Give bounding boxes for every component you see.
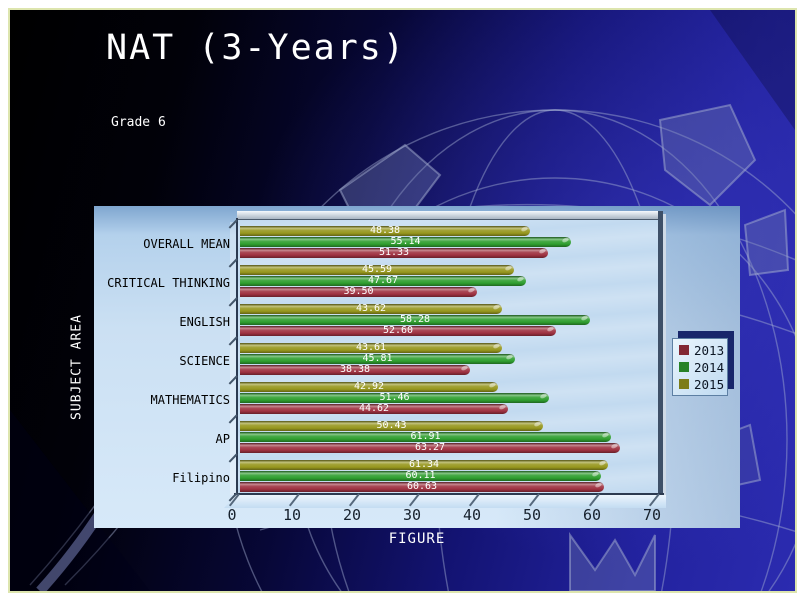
bar-2015-ap [240, 420, 543, 431]
bar-2013-english [240, 325, 556, 336]
bar-value-label: 61.91 [410, 431, 441, 442]
bar-2013-filipino [240, 481, 604, 492]
bar-value-label: 47.67 [367, 275, 399, 286]
bar-2014-ap [240, 431, 611, 442]
bar-value-label: 43.61 [355, 342, 387, 353]
plot-side-wall [230, 222, 238, 495]
bar-2015-mathematics [240, 381, 498, 392]
plot-right-wall [658, 211, 663, 495]
plot-floor [224, 495, 666, 508]
bar-value-label: 55.14 [390, 236, 421, 247]
bar-value-label: 60.11 [405, 470, 436, 481]
bar-value-label: 52.60 [382, 325, 414, 336]
bar-value-label: 51.33 [378, 247, 410, 258]
bar-value-label: 43.62 [355, 303, 387, 314]
legend-label-2013: 2013 [694, 342, 725, 358]
legend-swatch-2013 [679, 345, 689, 355]
bar-2014-english [240, 314, 590, 325]
x-tick-label: 40 [462, 506, 482, 524]
bar-2015-english [240, 303, 502, 314]
x-tick-label: 60 [582, 506, 602, 524]
category-label-ap: AP [215, 432, 230, 446]
bar-value-label: 48.38 [369, 225, 401, 236]
bar-value-label: 45.59 [361, 264, 393, 275]
bar-value-label: 42.92 [353, 381, 385, 392]
bar-2013-critical-thinking [240, 286, 477, 297]
bar-value-label: 58.28 [399, 314, 431, 325]
category-label-overall-mean: OVERALL MEAN [143, 237, 230, 251]
bar-value-label: 45.81 [362, 353, 393, 364]
bar-2013-overall-mean [240, 247, 548, 258]
x-tick-label: 30 [402, 506, 422, 524]
x-tick-label: 20 [342, 506, 362, 524]
legend-swatch-2015 [679, 379, 689, 389]
x-tick-label: 50 [522, 506, 542, 524]
bar-2015-overall-mean [240, 225, 530, 236]
bar-value-label: 38.38 [339, 364, 371, 375]
slide-frame: NAT (3-Years) Grade 6 SUBJECT AREA FIGUR… [8, 8, 797, 593]
legend-item-2015: 2015 [679, 377, 727, 392]
bar-2014-filipino [240, 470, 601, 481]
x-axis-title: FIGURE [388, 531, 446, 547]
bar-value-label: 39.50 [343, 286, 374, 297]
legend-item-2014: 2014 [679, 360, 727, 375]
bar-value-label: 51.46 [379, 392, 410, 403]
bar-2015-critical-thinking [240, 264, 514, 275]
category-label-filipino: Filipino [172, 471, 230, 485]
x-axis-line [234, 493, 664, 495]
bar-2014-mathematics [240, 392, 549, 403]
bar-value-label: 60.63 [406, 481, 438, 492]
bar-2013-ap [240, 442, 620, 453]
legend-label-2014: 2014 [694, 359, 725, 375]
bar-value-label: 50.43 [376, 420, 407, 431]
bar-2015-filipino [240, 459, 608, 470]
legend-label-2015: 2015 [694, 376, 725, 392]
bar-2014-overall-mean [240, 236, 571, 247]
x-tick-label: 10 [282, 506, 302, 524]
x-tick-label: 0 [227, 506, 237, 524]
bar-2014-science [240, 353, 515, 364]
legend-item-2013: 2013 [679, 343, 727, 358]
legend-swatch-2014 [679, 362, 689, 372]
y-axis-line [236, 218, 238, 495]
bar-2013-science [240, 364, 470, 375]
bar-value-label: 63.27 [414, 442, 446, 453]
bar-value-label: 44.62 [358, 403, 390, 414]
category-label-mathematics: MATHEMATICS [150, 393, 230, 407]
bar-2015-science [240, 342, 502, 353]
bar-2014-critical-thinking [240, 275, 526, 286]
y-axis-title: SUBJECT AREA [69, 314, 85, 420]
legend: 2013 2014 2015 [672, 338, 728, 396]
category-label-critical-thinking: CRITICAL THINKING [107, 276, 230, 290]
bar-value-label: 61.34 [408, 459, 440, 470]
slide-subtitle: Grade 6 [111, 115, 166, 130]
x-tick-label: 70 [642, 506, 662, 524]
chart-panel: 2013 2014 2015 OVERALL MEAN CRITICAL THINKI… [94, 206, 740, 528]
category-label-science: SCIENCE [179, 354, 230, 368]
slide-title: NAT (3-Years) [106, 28, 406, 68]
plot-right-wall-highlight [663, 214, 666, 495]
category-label-english: ENGLISH [179, 315, 230, 329]
bar-2013-mathematics [240, 403, 508, 414]
